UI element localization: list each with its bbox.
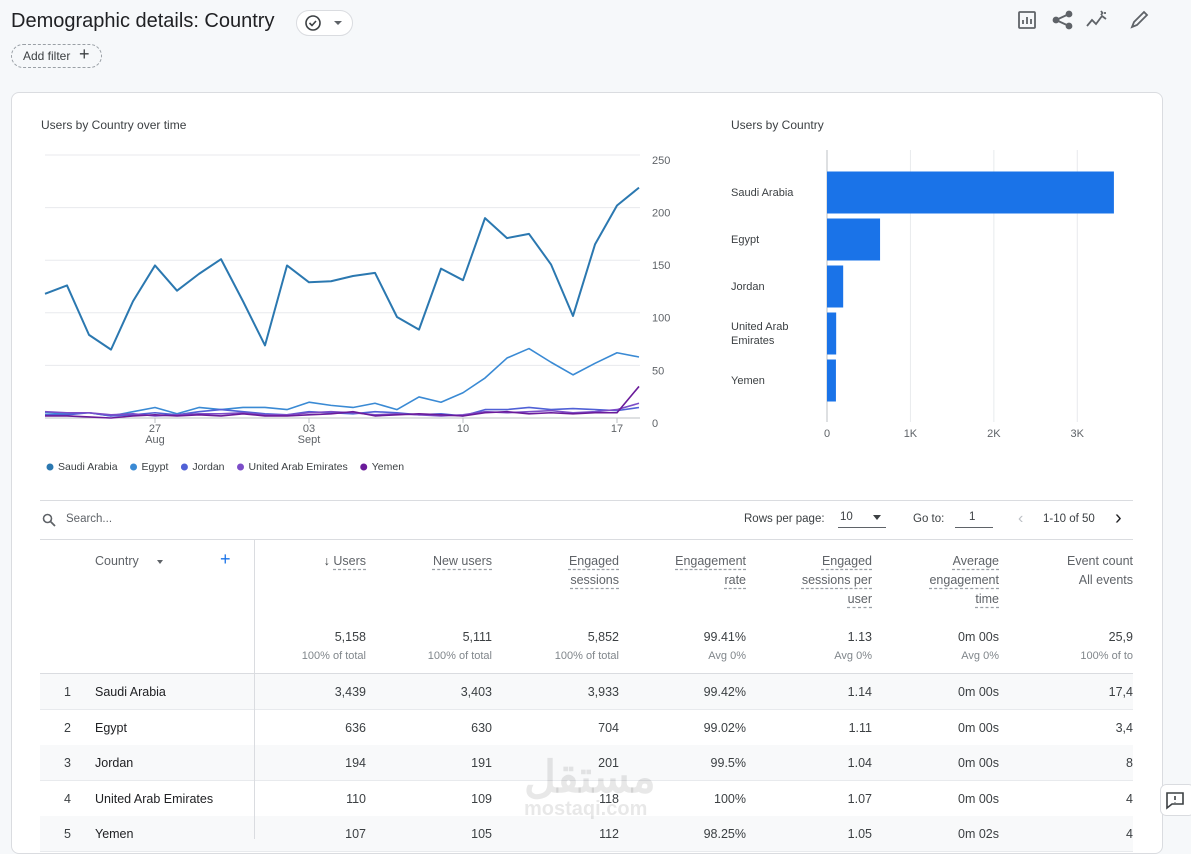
total-value: 5,852 — [588, 630, 619, 644]
total-value: 99.41% — [704, 630, 746, 644]
row-value: 1.14 — [848, 685, 872, 699]
row-index: 2 — [64, 721, 71, 735]
column-header-label: Engaged sessions per user — [802, 554, 872, 606]
add-dimension-button[interactable]: + — [220, 549, 231, 570]
row-country: Saudi Arabia — [95, 685, 166, 699]
row-value: 99.42% — [704, 685, 746, 699]
column-header-label: Country — [95, 554, 139, 568]
header-top-rule — [40, 539, 1133, 540]
column-header[interactable]: New users — [412, 552, 492, 571]
total-value: 5,158 — [335, 630, 366, 644]
row-value: 0m 00s — [958, 685, 999, 699]
sort-caret — [157, 560, 163, 564]
row-value: 0m 00s — [958, 721, 999, 735]
rows-per-page-value: 10 — [840, 511, 853, 523]
total-sublabel: Avg 0% — [708, 650, 746, 662]
column-header-label: Average engagement time — [929, 554, 999, 606]
column-header-sublabel: All events — [1048, 571, 1133, 590]
bar-category-label: Egypt — [731, 224, 811, 256]
total-value: 1.13 — [848, 630, 872, 644]
row-value: 1.04 — [848, 756, 872, 770]
row-index: 1 — [64, 685, 71, 699]
go-to-value: 1 — [969, 511, 975, 523]
row-value: 99.5% — [711, 756, 746, 770]
row-value: 3,439 — [335, 685, 366, 699]
total-sublabel: 100% of total — [555, 650, 619, 662]
total-sublabel: 100% of total — [302, 650, 366, 662]
column-header[interactable]: Event count All events — [1048, 552, 1133, 590]
next-page-button[interactable]: › — [1115, 508, 1131, 528]
row-value: 17,4 — [1109, 685, 1133, 699]
row-country: Jordan — [95, 756, 133, 770]
column-header-label: Users — [333, 554, 366, 568]
go-to-input[interactable]: 1 — [955, 509, 993, 528]
watermark-arabic: مستقل — [524, 752, 656, 803]
row-value: 110 — [346, 792, 366, 806]
dimension-divider — [254, 540, 255, 839]
bar-category-label: Jordan — [731, 271, 811, 303]
row-index: 4 — [64, 792, 71, 806]
prev-page-button[interactable]: ‹ — [1018, 510, 1034, 528]
row-value: 704 — [598, 721, 619, 735]
row-value: 1.07 — [848, 792, 872, 806]
total-sublabel: Avg 0% — [834, 650, 872, 662]
row-value: 3,403 — [461, 685, 492, 699]
column-header-label: Engaged sessions — [569, 554, 619, 587]
column-header[interactable]: Engaged sessions — [549, 552, 619, 590]
total-value: 5,111 — [463, 630, 492, 644]
bar-category-label: Saudi Arabia — [731, 177, 811, 209]
table-top-rule — [40, 500, 1133, 501]
row-value: 1.11 — [849, 721, 872, 735]
row-value: 630 — [471, 721, 492, 735]
total-sublabel: 100% of total — [428, 650, 492, 662]
feedback-button[interactable] — [1160, 784, 1191, 816]
row-value: 109 — [471, 792, 492, 806]
row-value: 3,933 — [588, 685, 619, 699]
column-header[interactable]: Country — [95, 552, 139, 571]
total-sublabel: Avg 0% — [961, 650, 999, 662]
rows-per-page-caret — [873, 515, 881, 520]
bar-category-label: Yemen — [731, 365, 811, 397]
row-value: 194 — [345, 756, 366, 770]
column-header[interactable]: Engaged sessions per user — [790, 552, 872, 609]
go-to-label: Go to: — [913, 513, 944, 525]
row-value: 99.02% — [704, 721, 746, 735]
column-header-label: Engagement rate — [675, 554, 746, 587]
row-value: 191 — [471, 756, 492, 770]
watermark-latin: mostaqi.com — [524, 798, 647, 821]
column-header[interactable]: Engagement rate — [666, 552, 746, 590]
search-input[interactable]: Search... — [66, 513, 112, 525]
rows-per-page-select[interactable]: 10 — [838, 509, 886, 528]
column-header-label: Event count — [1067, 554, 1133, 568]
row-value: 0m 00s — [958, 756, 999, 770]
total-value: 25,9 — [1109, 630, 1133, 644]
total-sublabel: 100% of to — [1080, 650, 1133, 662]
row-value: 636 — [345, 721, 366, 735]
row-value: 0m 00s — [958, 792, 999, 806]
sort-arrow: ↓ — [324, 554, 334, 568]
row-value: 3,4 — [1116, 721, 1133, 735]
bar-category-label: United Arab Emirates — [731, 318, 811, 350]
total-value: 0m 00s — [958, 630, 999, 644]
row-value: 8 — [1126, 756, 1133, 770]
row-country: Egypt — [95, 721, 127, 735]
row-index: 3 — [64, 756, 71, 770]
rows-per-page-label: Rows per page: — [744, 513, 825, 525]
column-header[interactable]: ↓ Users — [286, 552, 366, 571]
row-value: 100% — [714, 792, 746, 806]
row-country: United Arab Emirates — [95, 792, 213, 806]
pagination-label: 1-10 of 50 — [1043, 513, 1095, 525]
row-value: 4 — [1126, 792, 1133, 806]
search-icon — [42, 513, 56, 527]
column-header[interactable]: Average engagement time — [919, 552, 999, 609]
column-header-label: New users — [433, 554, 492, 568]
